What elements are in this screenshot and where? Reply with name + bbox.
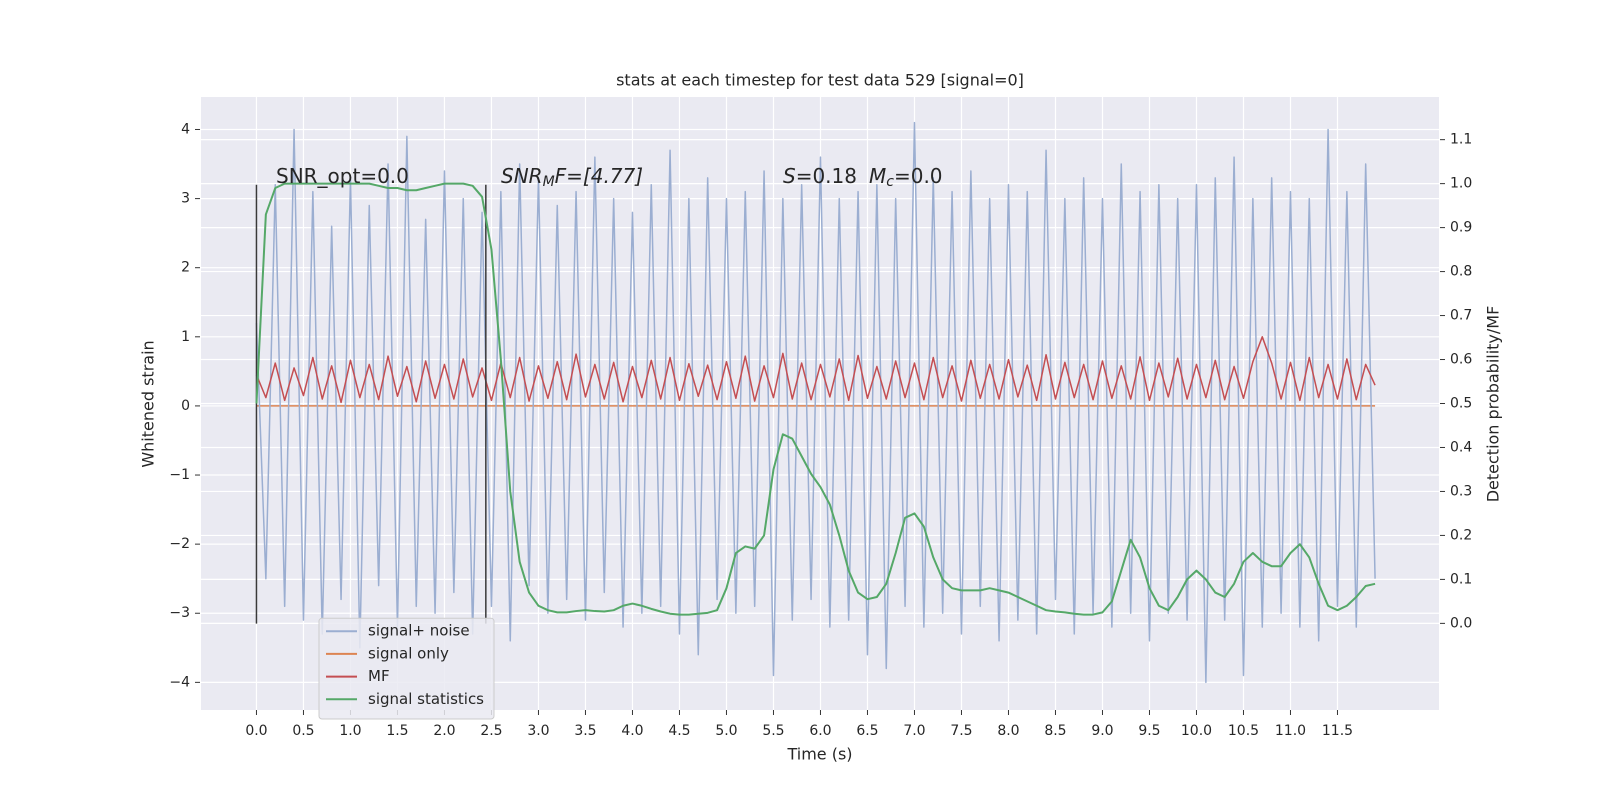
x-tick-label: 1.5 <box>386 723 408 739</box>
x-tick-label: 11.5 <box>1322 723 1353 739</box>
y2-tick-label: 0.9 <box>1450 220 1472 236</box>
legend-label: signal+ noise <box>368 622 470 640</box>
annotation-text: =0.18 <box>796 164 857 188</box>
annotation: SNRMF=[4.77] <box>501 164 643 191</box>
y-tick-label: −3 <box>169 605 190 621</box>
series-line <box>255 336 1376 404</box>
annotation-text: =0.0 <box>894 164 943 188</box>
x-tick-label: 11.0 <box>1275 723 1306 739</box>
y2-tick-label: 0.5 <box>1450 396 1472 412</box>
annotation-text: SNR_opt=0.0 <box>276 164 409 188</box>
annotation: S=0.18 Mc=0.0 <box>783 164 943 191</box>
y-tick-label: −4 <box>169 674 190 690</box>
annotation-subscript: M <box>543 174 555 190</box>
series-line <box>255 121 1376 684</box>
annotation-text: M <box>869 164 886 188</box>
y-tick-label: 3 <box>181 191 190 207</box>
y-tick-label: 2 <box>181 260 190 276</box>
x-tick-label: 7.5 <box>950 723 972 739</box>
x-tick-label: 3.0 <box>527 723 549 739</box>
legend-label: signal statistics <box>368 690 484 708</box>
y2-tick-label: 0.0 <box>1450 615 1472 631</box>
y2-tick-label: 1.1 <box>1450 132 1472 148</box>
x-tick-label: 2.0 <box>433 723 455 739</box>
legend-box <box>318 617 495 720</box>
annotation-text: S <box>783 164 796 188</box>
y-tick-label: 4 <box>181 121 190 137</box>
y2-tick-label: 0.4 <box>1450 439 1472 455</box>
x-tick-label: 6.0 <box>809 723 831 739</box>
y-tick-label: −1 <box>169 467 190 483</box>
x-tick-label: 4.0 <box>621 723 643 739</box>
series-line <box>255 182 1376 616</box>
legend-label: MF <box>368 667 390 685</box>
x-tick-label: 6.5 <box>856 723 878 739</box>
y2-tick-label: 0.3 <box>1450 483 1472 499</box>
y-tick-label: 1 <box>181 329 190 345</box>
x-tick-label: 1.0 <box>339 723 361 739</box>
x-tick-label: 0.5 <box>292 723 314 739</box>
y2-tick-label: 0.2 <box>1450 527 1472 543</box>
annotation: SNR_opt=0.0 <box>276 164 409 188</box>
x-tick-label: 8.0 <box>997 723 1019 739</box>
x-tick-label: 0.0 <box>245 723 267 739</box>
y-tick-label: −2 <box>169 536 190 552</box>
y-axis-label: Whitened strain <box>139 340 158 467</box>
y2-axis-label: Detection probability/MF <box>1484 306 1503 503</box>
annotation-text: SNR <box>501 164 543 188</box>
x-tick-label: 9.0 <box>1091 723 1113 739</box>
annotations: SNR_opt=0.0 SNRMF=[4.77] S=0.18 Mc=0.0 <box>276 164 943 191</box>
y2-tick-label: 0.1 <box>1450 571 1472 587</box>
legend: signal+ noise signal only MF signal statist… <box>318 617 495 720</box>
y2-tick-label: 0.6 <box>1450 352 1472 368</box>
x-tick-label: 2.5 <box>480 723 502 739</box>
y2-tick-label: 0.7 <box>1450 308 1472 324</box>
x-tick-label: 10.5 <box>1228 723 1259 739</box>
x-tick-label: 8.5 <box>1044 723 1066 739</box>
x-axis-label: Time (s) <box>786 745 852 764</box>
x-tick-label: 5.5 <box>762 723 784 739</box>
chart-title: stats at each timestep for test data 529… <box>616 71 1024 90</box>
y-tick-label: 0 <box>181 398 190 414</box>
x-tick-label: 3.5 <box>574 723 596 739</box>
x-tick-label: 5.0 <box>715 723 737 739</box>
y2-tick-label: 0.8 <box>1450 264 1472 280</box>
annotation-text: F=[4.77] <box>555 164 643 188</box>
x-tick-label: 10.0 <box>1181 723 1212 739</box>
x-tick-label: 7.0 <box>903 723 925 739</box>
x-tick-label: 4.5 <box>668 723 690 739</box>
y2-tick-label: 1.0 <box>1450 176 1472 192</box>
x-tick-label: 9.5 <box>1138 723 1160 739</box>
annotation-subscript: c <box>886 174 894 190</box>
legend-label: signal only <box>368 644 449 662</box>
